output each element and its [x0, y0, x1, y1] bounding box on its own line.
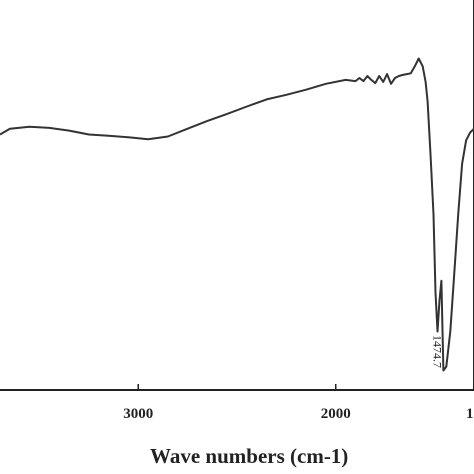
plot-frame — [0, 0, 474, 391]
x-axis-ticks: 3000 2000 1 — [123, 384, 474, 422]
x-axis-label: Wave numbers (cm-1) — [150, 444, 349, 468]
annotations: 1474.7 — [430, 335, 444, 368]
peak-annotation: 1474.7 — [430, 335, 444, 368]
x-tick-label: 1 — [466, 406, 474, 422]
spectrum-line — [0, 57, 474, 372]
x-tick-label: 3000 — [123, 406, 153, 422]
x-tick-label: 2000 — [321, 406, 351, 422]
